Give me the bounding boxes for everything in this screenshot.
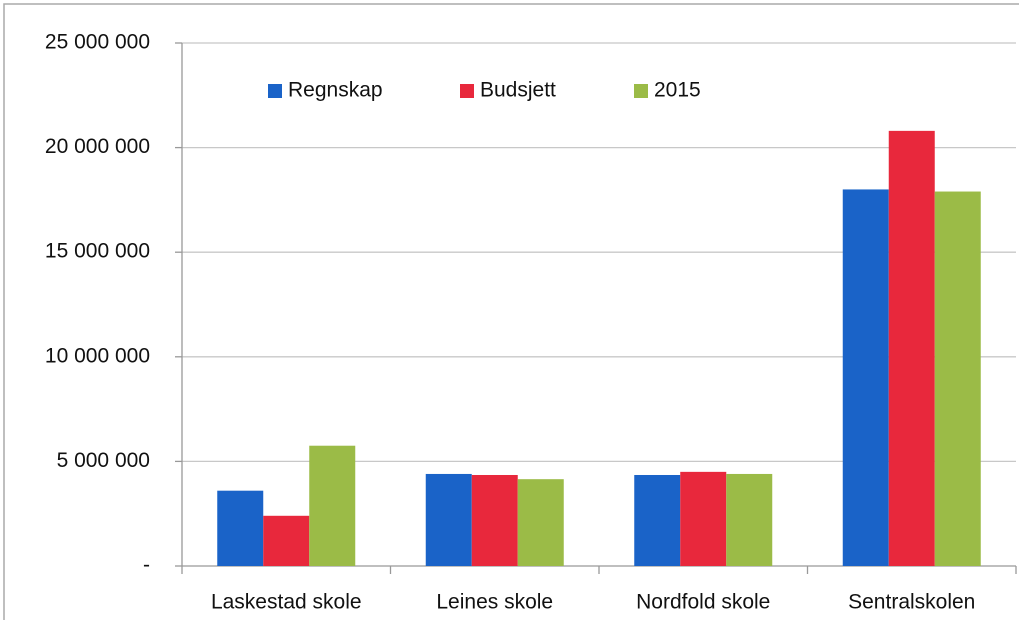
bar [517,479,564,566]
legend-label: Budsjett [480,79,556,102]
y-tick-label: 5 000 000 [57,449,150,472]
bar [425,473,472,566]
bar [309,445,356,566]
legend-label: Regnskap [288,79,383,102]
y-tick-label: 20 000 000 [45,135,150,158]
bar [934,191,981,567]
x-tick-label: Leines skole [436,591,553,614]
bar [842,189,889,566]
legend-label: 2015 [654,79,701,102]
y-tick-label: 10 000 000 [45,344,150,367]
legend-swatch [460,84,474,98]
bar [634,474,681,566]
bar [680,471,727,566]
bar [263,515,310,566]
y-tick-label: - [143,554,150,577]
chart-border [3,3,1019,620]
legend-swatch [268,84,282,98]
legend-swatch [634,84,648,98]
x-tick-label: Sentralskolen [848,591,975,614]
bar [726,473,773,566]
y-tick-label: 15 000 000 [45,240,150,263]
x-tick-label: Laskestad skole [211,591,362,614]
x-tick-label: Nordfold skole [636,591,770,614]
y-tick-label: 25 000 000 [45,31,150,54]
bar [217,490,264,566]
bar [888,130,935,566]
bar [471,474,518,566]
